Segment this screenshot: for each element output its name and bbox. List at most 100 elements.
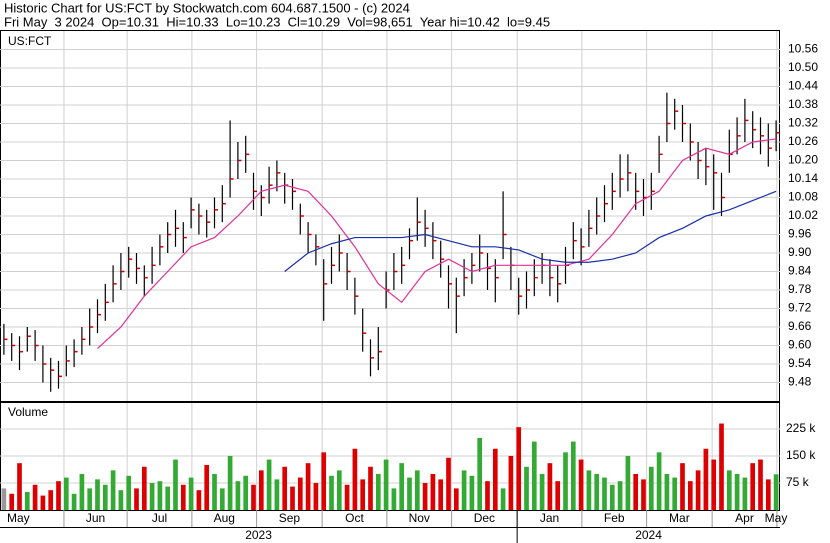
volume-bar [399,463,405,510]
volume-bar [453,488,459,510]
x-tick-label: Jun [86,511,105,525]
volume-bar [430,473,436,510]
volume-bar [227,455,233,510]
volume-bar [765,479,771,510]
moving-average-line [97,138,777,350]
volume-bar [570,441,576,510]
volume-bar [375,473,381,510]
volume-bar [118,490,124,510]
y-tick-label: 9.78 [788,282,812,296]
volume-bar [602,477,607,510]
volume-bar [305,463,311,510]
x-tick-label: May [7,511,30,525]
volume-bar [352,448,358,510]
volume-bar [134,488,139,510]
volume-bar [586,470,592,510]
y-tick-label: 9.90 [788,245,812,259]
y-tick-label: 9.96 [788,227,812,241]
volume-label: Volume [8,405,48,419]
volume-bar [477,437,483,510]
volume-bar [188,477,194,510]
y-tick-label: 10.14 [788,171,818,185]
volume-bar [617,481,623,510]
x-tick-label: Apr [735,511,754,525]
volume-bar [329,475,334,510]
y-tick-label: 9.54 [788,356,812,370]
volume-bar [102,484,108,510]
y-tick-label: 9.84 [788,264,812,278]
volume-bar [555,481,561,510]
moving-average-line [284,190,777,272]
volume-bar [297,477,303,510]
volume-bar [313,482,319,510]
volume-bar [321,452,327,510]
volume-bar [672,477,678,510]
y-tick-label: 10.38 [788,97,818,111]
volume-bar [110,470,116,510]
y-tick-label: 10.56 [788,42,818,56]
x-tick-label: Oct [345,511,364,525]
volume-bar [446,457,451,510]
x-tick-label: Feb [604,511,625,525]
volume-bar [750,463,756,510]
volume-bar [461,470,467,510]
volume-bar [204,464,210,510]
volume-bar [524,466,529,510]
volume-bar [180,484,186,510]
y-tick-label: 10.26 [788,134,818,148]
x-tick-label: Nov [409,511,430,525]
volume-bar [711,459,717,510]
volume-bar [71,493,77,510]
volume-bar [609,484,615,510]
volume-bar [758,459,763,510]
volume-bar [734,473,740,510]
volume-bar [391,488,397,510]
y-tick-label: 10.02 [788,208,818,222]
volume-bar [141,466,147,510]
x-tick-label: Mar [669,511,690,525]
volume-bar [641,479,646,510]
volume-bar [149,482,155,510]
volume-bar [360,479,366,510]
chart-subtitle: Fri May 3 2024 Op=10.31 Hi=10.33 Lo=10.2… [4,14,550,29]
y-tick-label: 10.50 [788,60,818,74]
volume-bar [469,475,475,510]
volume-bar [1,488,7,510]
volume-bar [344,484,350,510]
volume-bar [547,463,553,510]
volume-bar [290,486,295,510]
volume-bar [79,473,85,510]
volume-bar [196,490,202,510]
volume-bar [407,477,412,510]
volume-bar [695,470,701,510]
chart-title: Historic Chart for US:FCT by Stockwatch.… [4,0,410,15]
volume-bar [48,490,54,510]
y-tick-label: 150 k [786,448,816,462]
volume-bar [742,477,748,510]
volume-bar [235,481,241,510]
volume-bar [422,482,428,510]
y-tick-label: 75 k [786,475,810,489]
volume-bar [165,486,171,510]
y-tick-label: 9.60 [788,338,812,352]
volume-bar [383,459,389,510]
volume-bar [680,463,685,510]
volume-bar [625,455,631,510]
y-tick-label: 225 k [786,421,816,435]
y-tick-label: 9.48 [788,375,812,389]
volume-bar [633,473,639,510]
volume-bar [40,495,46,510]
volume-bar [563,452,568,510]
volume-bar [266,459,272,510]
volume-bar [485,481,490,510]
year-label: 2024 [635,528,662,542]
volume-bar [531,441,537,510]
volume-bar [87,488,93,510]
volume-bar [126,475,132,510]
volume-bar [157,481,163,510]
volume-bar [212,473,217,510]
volume-bar [63,477,69,510]
volume-bar [539,473,545,510]
y-tick-label: 9.72 [788,301,812,315]
volume-bar [251,484,256,510]
